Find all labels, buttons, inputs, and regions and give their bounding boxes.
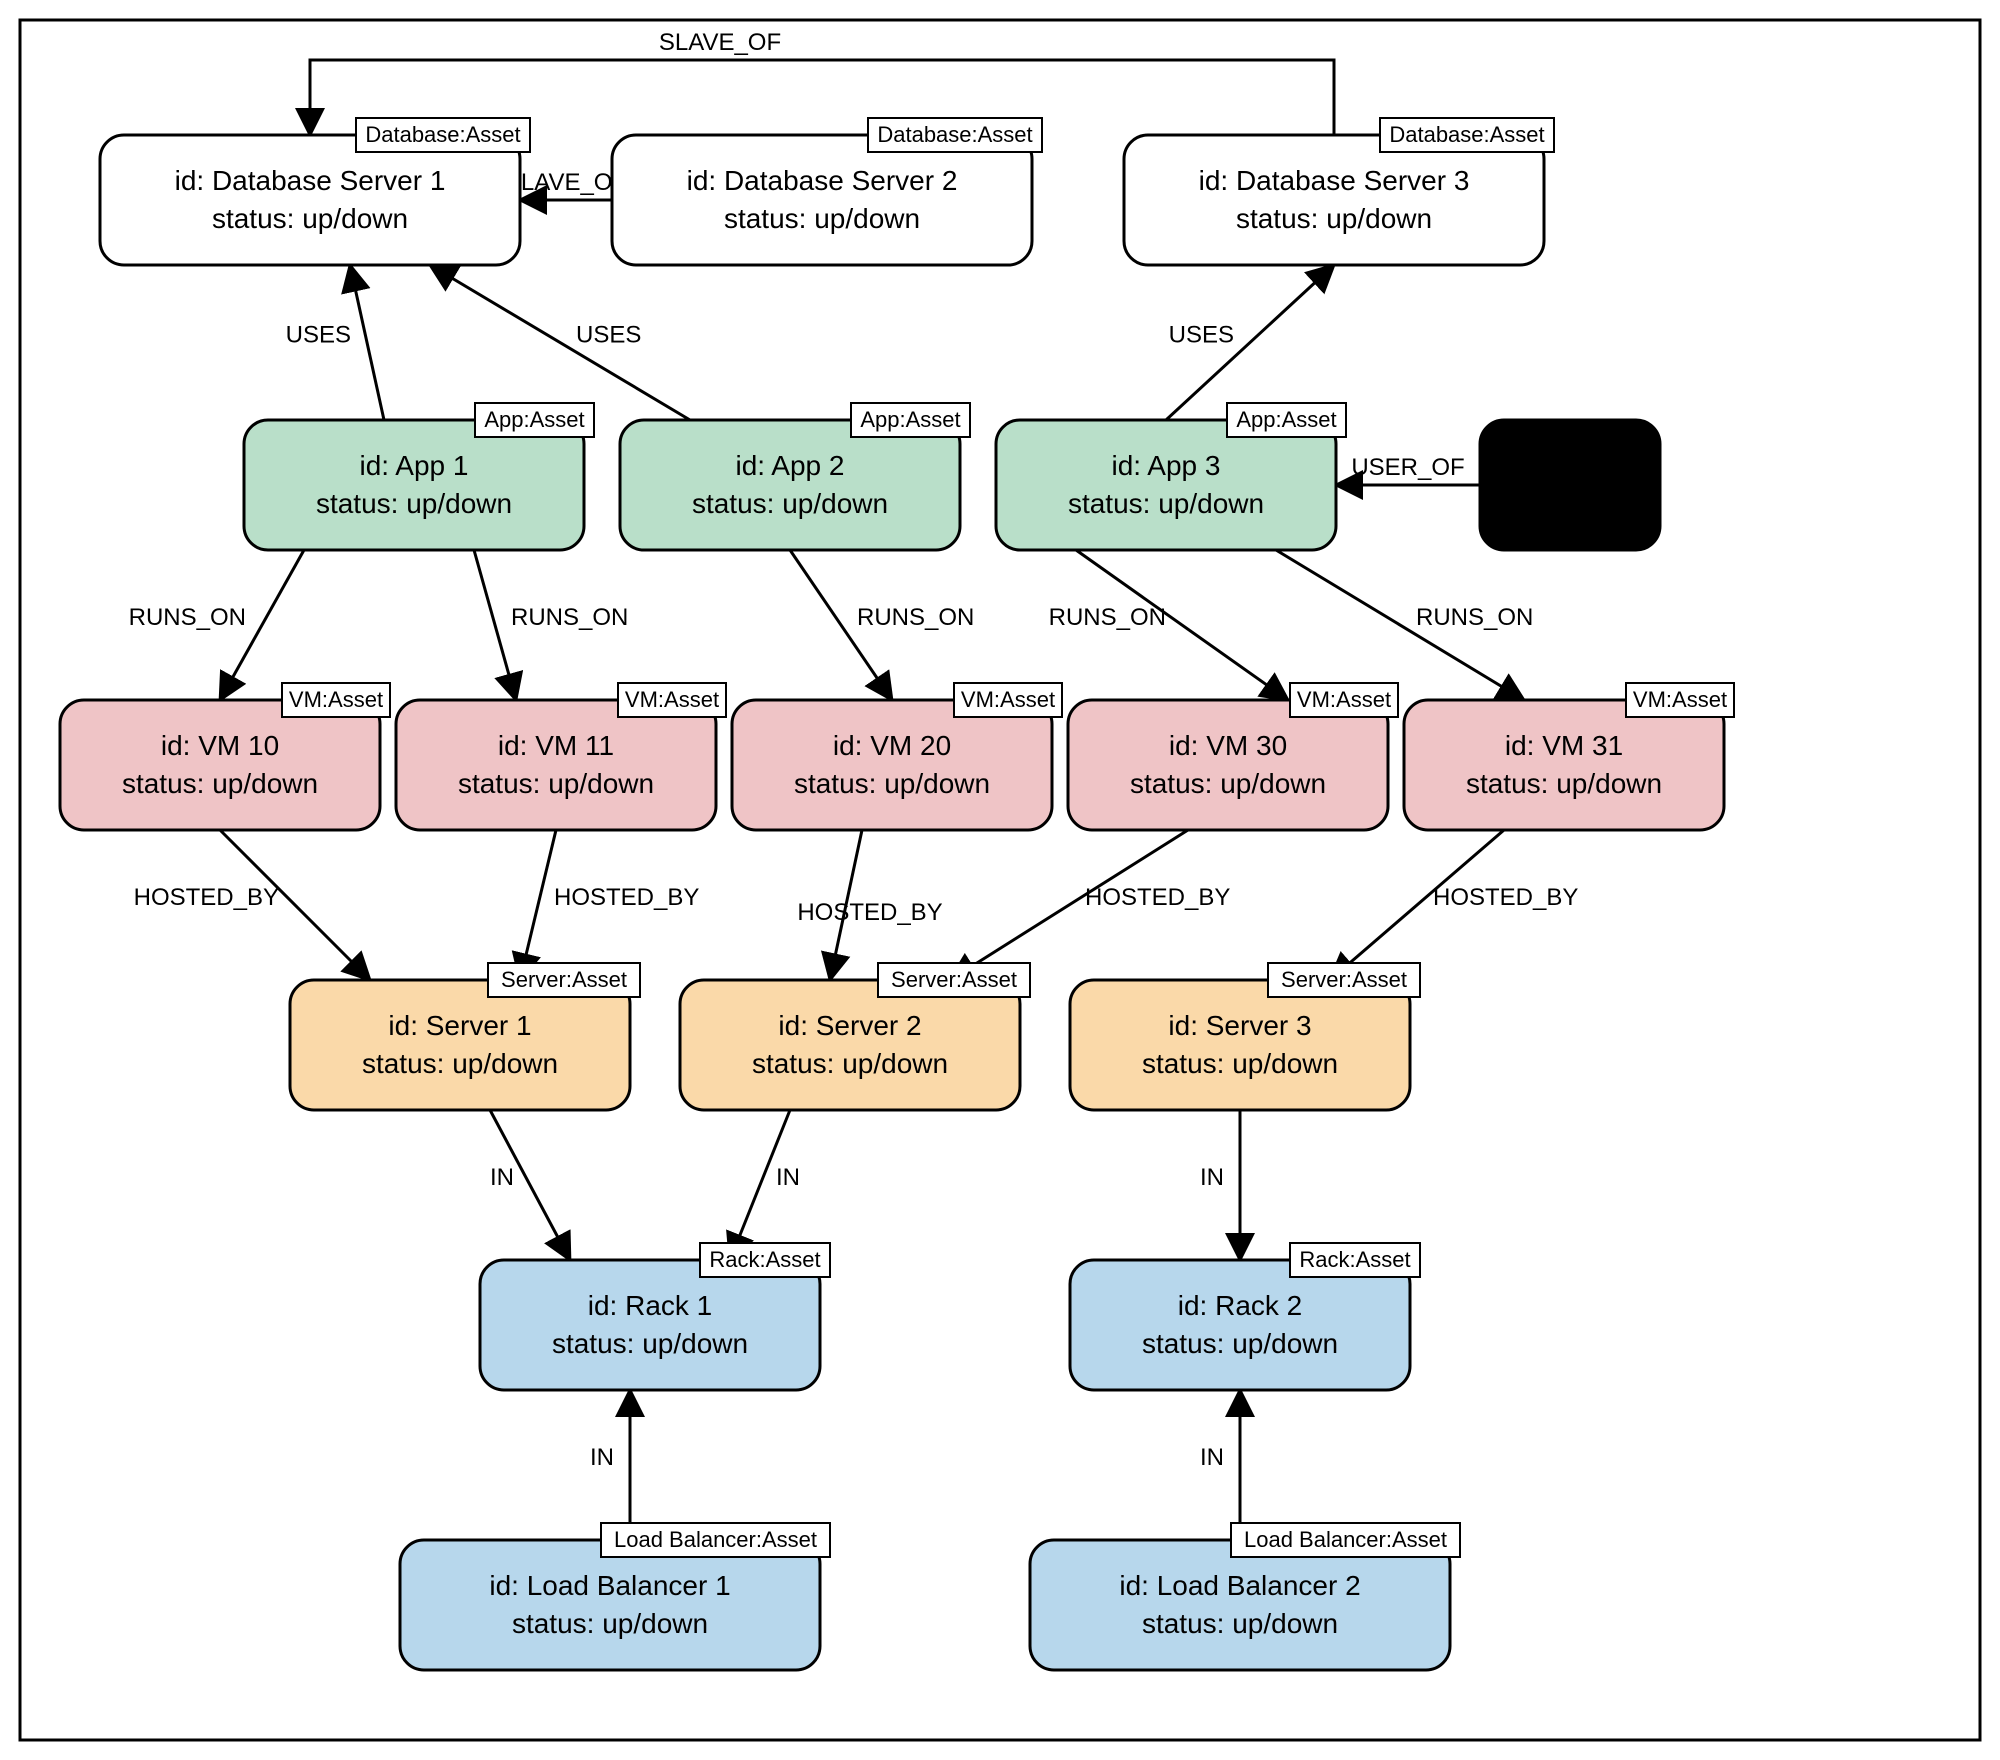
node-db2: id: Database Server 2 status: up/down Data… xyxy=(612,118,1042,265)
node-line2: status: up/down xyxy=(512,1608,708,1639)
node-app3: id: App 3 status: up/down App:Asset xyxy=(996,403,1346,550)
edge-label: HOSTED_BY xyxy=(1433,884,1578,911)
node-vm20: id: VM 20 status: up/down VM:Asset xyxy=(732,683,1062,830)
node-type-tag: App:Asset xyxy=(860,407,960,432)
node-line2: User 3 xyxy=(1529,488,1611,519)
node-line2: status: up/down xyxy=(724,203,920,234)
node-line2: status: up/down xyxy=(1142,1608,1338,1639)
node-line2: status: up/down xyxy=(212,203,408,234)
node-type-tag: App:Asset xyxy=(484,407,584,432)
node-line1: id: Server 1 xyxy=(388,1010,531,1041)
node-srv1: id: Server 1 status: up/down Server:Asset xyxy=(290,963,640,1110)
edge-label: IN xyxy=(490,1164,514,1191)
edge-label: RUNS_ON xyxy=(129,604,246,631)
node-srv2: id: Server 2 status: up/down Server:Asset xyxy=(680,963,1030,1110)
node-type-tag: VM:Asset xyxy=(961,687,1055,712)
diagram-root: SLAVE_OF USES USES USES USER_OF RUNS_ON RUNS_O… xyxy=(0,0,2000,1760)
edge-label: USES xyxy=(576,322,641,349)
edge-label: IN xyxy=(1200,1444,1224,1471)
node-lb2: id: Load Balancer 2 status: up/down Load B… xyxy=(1030,1523,1460,1670)
node-line1: id: App 3 xyxy=(1112,450,1221,481)
node-line1: id: VM 10 xyxy=(161,730,279,761)
node-user3: name: User 3 xyxy=(1480,420,1660,550)
node-line2: status: up/down xyxy=(1466,768,1662,799)
node-db3: id: Database Server 3 status: up/down Data… xyxy=(1124,118,1554,265)
node-app2: id: App 2 status: up/down App:Asset xyxy=(620,403,970,550)
node-type-tag: Rack:Asset xyxy=(709,1247,820,1272)
node-line2: status: up/down xyxy=(316,488,512,519)
node-type-tag: Load Balancer:Asset xyxy=(614,1527,817,1552)
node-line2: status: up/down xyxy=(1068,488,1264,519)
node-type-tag: Rack:Asset xyxy=(1299,1247,1410,1272)
node-line2: status: up/down xyxy=(458,768,654,799)
node-line2: status: up/down xyxy=(122,768,318,799)
edge-label: SLAVE_OF xyxy=(505,169,627,196)
node-type-tag: Database:Asset xyxy=(1389,122,1544,147)
node-line1: id: VM 11 xyxy=(498,730,614,761)
node-vm11: id: VM 11 status: up/down VM:Asset xyxy=(396,683,726,830)
edge-label: IN xyxy=(590,1444,614,1471)
node-line1: id: VM 31 xyxy=(1505,730,1623,761)
node-db1: id: Database Server 1 status: up/down Data… xyxy=(100,118,530,265)
edge-label: HOSTED_BY xyxy=(554,884,699,911)
edge-label: USER_OF xyxy=(1351,454,1464,481)
node-line2: status: up/down xyxy=(692,488,888,519)
node-vm30: id: VM 30 status: up/down VM:Asset xyxy=(1068,683,1398,830)
node-line2: status: up/down xyxy=(1142,1328,1338,1359)
edge-label: SLAVE_OF xyxy=(659,29,781,56)
edge-label: USES xyxy=(286,322,351,349)
node-line1: name: xyxy=(1531,450,1609,481)
node-line1: id: Load Balancer 2 xyxy=(1119,1570,1360,1601)
node-line1: id: Database Server 3 xyxy=(1199,165,1470,196)
node-line1: id: Server 2 xyxy=(778,1010,921,1041)
edge-label: HOSTED_BY xyxy=(1085,884,1230,911)
node-line2: status: up/down xyxy=(1236,203,1432,234)
node-type-tag: VM:Asset xyxy=(1633,687,1727,712)
node-type-tag: Server:Asset xyxy=(891,967,1017,992)
node-line2: status: up/down xyxy=(794,768,990,799)
node-type-tag: Load Balancer:Asset xyxy=(1244,1527,1447,1552)
edge-label: USES xyxy=(1169,322,1234,349)
node-app1: id: App 1 status: up/down App:Asset xyxy=(244,403,594,550)
node-line1: id: App 2 xyxy=(736,450,845,481)
node-type-tag: App:Asset xyxy=(1236,407,1336,432)
node-rack2: id: Rack 2 status: up/down Rack:Asset xyxy=(1070,1243,1420,1390)
node-line1: id: Database Server 1 xyxy=(175,165,446,196)
node-vm31: id: VM 31 status: up/down VM:Asset xyxy=(1404,683,1734,830)
node-line1: id: VM 30 xyxy=(1169,730,1287,761)
node-type-tag: Database:Asset xyxy=(877,122,1032,147)
node-line2: status: up/down xyxy=(552,1328,748,1359)
node-line1: id: Database Server 2 xyxy=(687,165,958,196)
node-type-tag: VM:Asset xyxy=(625,687,719,712)
node-line2: status: up/down xyxy=(1142,1048,1338,1079)
edge-label: RUNS_ON xyxy=(1049,604,1166,631)
edge-label: IN xyxy=(776,1164,800,1191)
node-line1: id: Load Balancer 1 xyxy=(489,1570,730,1601)
node-type-tag: VM:Asset xyxy=(289,687,383,712)
node-line1: id: Rack 2 xyxy=(1178,1290,1303,1321)
node-type-tag: Database:Asset xyxy=(365,122,520,147)
node-line1: id: VM 20 xyxy=(833,730,951,761)
node-line1: id: Rack 1 xyxy=(588,1290,713,1321)
node-line2: status: up/down xyxy=(752,1048,948,1079)
edge-label: HOSTED_BY xyxy=(134,884,279,911)
node-type-tag: Server:Asset xyxy=(501,967,627,992)
node-srv3: id: Server 3 status: up/down Server:Asset xyxy=(1070,963,1420,1110)
node-type-tag: VM:Asset xyxy=(1297,687,1391,712)
node-line2: status: up/down xyxy=(362,1048,558,1079)
edge-label: RUNS_ON xyxy=(1416,604,1533,631)
node-line1: id: Server 3 xyxy=(1168,1010,1311,1041)
node-vm10: id: VM 10 status: up/down VM:Asset xyxy=(60,683,390,830)
node-type-tag: Server:Asset xyxy=(1281,967,1407,992)
edge-label: RUNS_ON xyxy=(511,604,628,631)
node-line2: status: up/down xyxy=(1130,768,1326,799)
node-lb1: id: Load Balancer 1 status: up/down Load B… xyxy=(400,1523,830,1670)
edge-label: HOSTED_BY xyxy=(797,899,942,926)
node-rack1: id: Rack 1 status: up/down Rack:Asset xyxy=(480,1243,830,1390)
edge-label: RUNS_ON xyxy=(857,604,974,631)
node-line1: id: App 1 xyxy=(360,450,469,481)
edge-label: IN xyxy=(1200,1164,1224,1191)
